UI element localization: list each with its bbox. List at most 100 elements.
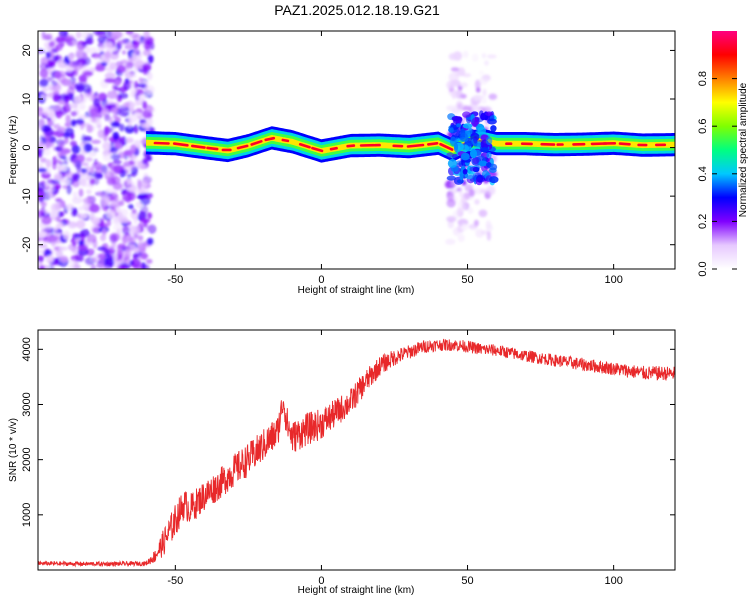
spectrogram-noise-blob xyxy=(93,158,98,165)
spectrogram-noise-blob xyxy=(44,249,52,256)
spectrogram-noise-blob xyxy=(124,125,135,134)
spectrogram-noise-blob xyxy=(128,104,134,113)
spectrogram-noise-blob xyxy=(480,188,487,194)
spectrogram-noise-blob xyxy=(124,80,134,84)
spectrogram-noise-blob xyxy=(68,40,73,46)
spectrogram-noise-blob xyxy=(136,195,145,200)
spectrogram-ridge-core xyxy=(426,142,439,146)
spectrogram-noise-blob xyxy=(51,210,59,217)
spectrogram-noise-blob xyxy=(125,61,134,69)
spectrogram-noise-blob xyxy=(460,223,469,231)
spectrogram-noise-blob xyxy=(92,147,99,153)
spectrogram-noise-blob xyxy=(446,198,456,208)
spectrogram-noise-blob xyxy=(126,137,134,144)
spectrogram-noise-blob xyxy=(70,119,77,127)
spectrogram-ridge-core xyxy=(250,140,263,146)
spectrogram-burst-blob xyxy=(478,160,488,167)
spectrogram-ridge-core xyxy=(618,142,631,146)
spectrogram-noise-blob xyxy=(91,217,101,225)
spectrogram-noise-blob xyxy=(69,102,77,109)
spectrogram-noise-blob xyxy=(41,215,52,225)
spectrogram-noise-blob xyxy=(137,235,144,241)
spectrogram-noise-blob xyxy=(79,144,86,154)
spectrogram-noise-blob xyxy=(100,234,107,242)
spectrogram-noise-blob xyxy=(105,188,113,194)
spectrogram-burst-blob xyxy=(480,112,486,121)
spectrogram-noise-blob xyxy=(98,45,104,53)
spectrogram-noise-blob xyxy=(446,80,454,90)
snr-x-tick-label: -50 xyxy=(167,575,183,587)
spectrogram-noise-blob xyxy=(83,143,93,153)
spectrogram-noise-blob xyxy=(95,173,104,179)
spectrogram-noise-blob xyxy=(81,168,88,174)
spectrogram-noise-blob xyxy=(133,217,138,225)
spectrogram-noise-blob xyxy=(122,50,126,55)
spectrogram-noise-blob xyxy=(113,215,121,224)
spectrogram-burst-blob xyxy=(471,117,479,128)
spectrogram-noise-blob xyxy=(481,96,487,104)
spectrogram-ridge-core xyxy=(206,146,219,151)
spectrogram-ridge-core xyxy=(329,146,338,151)
spectrogram-noise-blob xyxy=(86,189,92,195)
spectrogram-noise-blob xyxy=(141,252,148,260)
spectrogram-noise-blob xyxy=(104,113,111,122)
spectrogram-noise-blob xyxy=(138,93,148,100)
spectrogram-noise-blob xyxy=(123,248,132,258)
spectrogram-burst-blob xyxy=(470,148,477,159)
spectrogram-noise-blob xyxy=(89,203,100,213)
spectrogram-noise-blob xyxy=(61,78,72,87)
spectrogram-noise-blob xyxy=(90,166,95,174)
spectrogram-noise-blob xyxy=(83,135,93,142)
spectrogram-burst-blob xyxy=(453,142,458,152)
spectrogram-noise-blob xyxy=(38,168,48,173)
spectrogram-noise-blob xyxy=(79,213,88,219)
spectrogram-noise-blob xyxy=(125,31,134,35)
spectrogram-noise-blob xyxy=(475,87,481,93)
spectrogram-noise-blob xyxy=(97,129,106,139)
spectrogram-noise-blob xyxy=(458,190,464,197)
spectrogram-noise-blob xyxy=(451,89,457,100)
spectrogram-noise-blob xyxy=(70,110,78,117)
spectrogram-burst-blob xyxy=(456,123,462,128)
spectrogram-noise-blob xyxy=(455,89,463,99)
spectrogram-noise-blob xyxy=(139,218,151,224)
spectrogram-noise-blob xyxy=(82,202,90,210)
spectrogram-noise-blob xyxy=(65,114,71,124)
spectrogram-noise-blob xyxy=(58,246,68,251)
spectrogram-noise-blob xyxy=(80,162,89,167)
spectrogram-noise-blob xyxy=(85,157,93,162)
spectrogram-noise-blob xyxy=(457,103,463,110)
spectrogram-noise-blob xyxy=(92,31,104,36)
spectrogram-noise-blob xyxy=(133,247,139,253)
spectrogram-noise-blob xyxy=(108,245,114,254)
spectrogram-noise-blob xyxy=(457,203,466,212)
spectrogram-noise-blob xyxy=(40,157,47,163)
spectrogram-noise-blob xyxy=(111,31,123,39)
spectrogram-noise-blob xyxy=(116,65,127,73)
spectrogram-noise-blob xyxy=(54,45,60,54)
spectrogram-noise-blob xyxy=(83,197,94,205)
spectrogram-noise-blob xyxy=(97,253,107,260)
spectrogram-noise-blob xyxy=(112,182,123,190)
spectrogram-noise-blob xyxy=(71,145,81,154)
snr-y-tick-label: 3000 xyxy=(21,392,33,416)
spectrogram-noise-blob xyxy=(146,225,154,231)
spectrogram-noise-blob xyxy=(74,160,82,169)
spectrogram-noise-blob xyxy=(101,164,108,175)
spectrogram-noise-blob xyxy=(38,197,44,203)
spectrogram-noise-blob xyxy=(446,216,457,223)
spectrogram-noise-blob xyxy=(115,196,121,201)
spectrogram-noise-blob xyxy=(451,108,461,114)
spectrogram-noise-blob xyxy=(63,156,69,166)
spectrogram-noise-blob xyxy=(134,59,145,70)
spectrogram-noise-blob xyxy=(88,170,98,178)
spectrogram-noise-blob xyxy=(38,124,44,131)
spectrogram-noise-blob xyxy=(448,72,460,82)
spectrogram-noise-blob xyxy=(42,225,52,231)
spectrogram-noise-blob xyxy=(137,179,143,190)
spectrogram-ridge-core xyxy=(439,142,454,151)
spectrogram-noise-blob xyxy=(142,64,150,70)
spectrogram-noise-blob xyxy=(106,90,118,100)
spectrogram-burst-blob xyxy=(485,136,493,146)
spectrogram-noise-blob xyxy=(47,83,53,91)
